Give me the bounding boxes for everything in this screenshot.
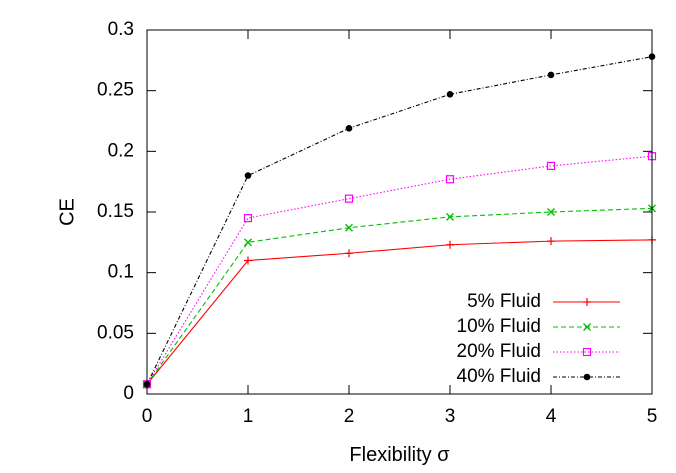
legend-label: 40% Fluid	[457, 366, 542, 387]
y-tick-label: 0.15	[97, 201, 134, 222]
data-point	[244, 172, 252, 179]
y-axis-label: CE	[56, 198, 78, 226]
data-point	[547, 208, 555, 216]
series-4	[143, 53, 656, 388]
series-line	[146, 239, 653, 385]
data-point	[547, 237, 555, 246]
y-tick-label: 0.2	[108, 140, 134, 161]
y-tick-label: 0	[123, 383, 134, 404]
series-layer	[142, 53, 657, 389]
legend-label: 10% Fluid	[457, 316, 542, 337]
ticks-layer: 0 0.05 0.1 0.15 0.2 0.25 0.3 0 1 2 3 4 5	[97, 19, 657, 427]
legend-swatch-marker	[583, 323, 591, 331]
x-tick-label: 5	[647, 406, 658, 427]
data-point	[446, 212, 454, 221]
legend-swatch-marker	[582, 347, 592, 357]
x-tick-label: 4	[546, 406, 557, 427]
data-point	[344, 194, 354, 203]
x-tick-label: 0	[142, 406, 153, 427]
x-tick-label: 3	[445, 406, 456, 427]
y-tick-label: 0.05	[97, 322, 134, 343]
legend-item: 40% Fluid	[457, 366, 620, 387]
legend-label: 5% Fluid	[467, 291, 541, 312]
series-1	[143, 235, 656, 389]
legend-item: 20% Fluid	[457, 341, 620, 362]
data-point	[446, 91, 454, 98]
legend-item: 5% Fluid	[467, 291, 620, 312]
plot-frame	[146, 29, 653, 395]
x-tick-label: 2	[344, 406, 355, 427]
data-point	[547, 71, 555, 79]
series-line	[146, 207, 653, 385]
y-tick-label: 0.25	[97, 80, 134, 101]
y-tick-label: 0.3	[108, 19, 134, 40]
legend-swatch-marker	[583, 373, 591, 381]
legend-swatch-marker	[583, 298, 591, 306]
legend-item: 10% Fluid	[457, 316, 620, 337]
data-point	[546, 161, 556, 170]
data-point	[244, 256, 252, 265]
legend: 5% Fluid 10% Fluid 20% Fluid 40% Fluid	[457, 291, 620, 387]
x-tick-label: 1	[243, 406, 254, 427]
data-point	[244, 238, 252, 247]
data-point	[345, 249, 353, 258]
data-point	[345, 223, 353, 232]
y-tick-label: 0.1	[108, 262, 134, 283]
legend-label: 20% Fluid	[457, 341, 542, 362]
series-line	[146, 56, 653, 385]
data-point	[445, 175, 455, 184]
x-axis-label: Flexibility σ	[349, 444, 450, 466]
data-point	[446, 240, 454, 249]
series-line	[146, 155, 653, 385]
data-point	[345, 124, 353, 132]
data-point	[243, 213, 253, 223]
